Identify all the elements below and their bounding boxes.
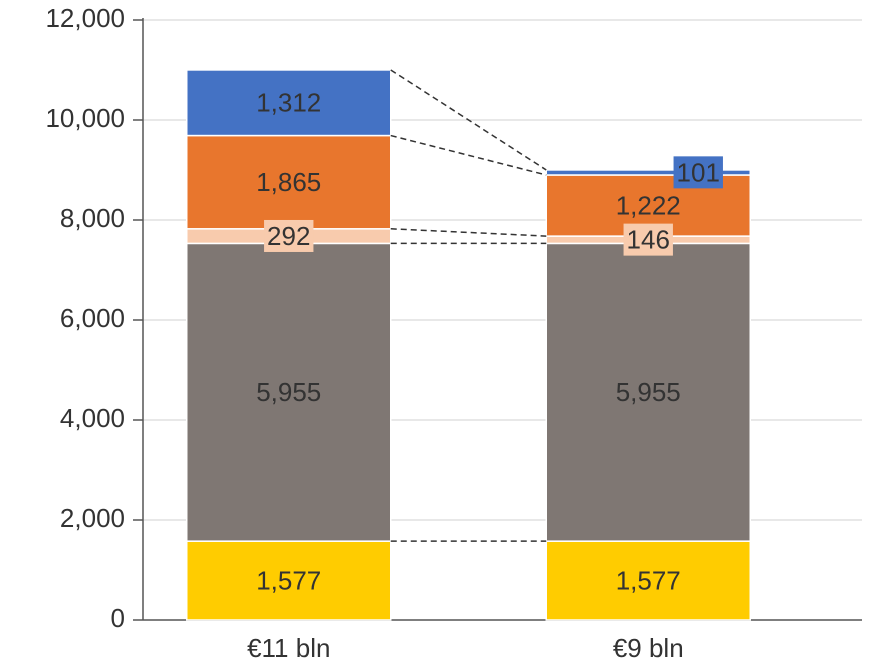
value-label-box: [673, 156, 723, 189]
y-tick-label: 12,000: [45, 3, 125, 33]
value-label: 1,312: [256, 88, 321, 118]
value-label: 1,865: [256, 167, 321, 197]
value-label: 5,955: [256, 377, 321, 407]
value-label: 1,222: [616, 190, 681, 220]
value-label: 1,577: [616, 565, 681, 595]
bar-segment: [545, 540, 751, 621]
connector: [390, 228, 547, 237]
bar-segment: [186, 69, 392, 137]
value-label-box: [623, 223, 673, 256]
y-tick-label: 6,000: [60, 303, 125, 333]
connector: [390, 134, 547, 176]
value-label: 5,955: [616, 377, 681, 407]
y-tick-label: 8,000: [60, 203, 125, 233]
x-tick-label: €9 bln: [613, 633, 684, 663]
y-tick-label: 4,000: [60, 403, 125, 433]
connector: [390, 69, 547, 171]
value-label-box: [264, 219, 314, 252]
y-tick-label: 2,000: [60, 503, 125, 533]
value-label: 1,577: [256, 565, 321, 595]
bar-segment: [545, 169, 751, 176]
bar-segment: [186, 540, 392, 621]
x-tick-label: €11 bln: [247, 633, 330, 663]
value-label: 292: [267, 221, 310, 251]
y-tick-label: 0: [111, 603, 125, 633]
bar-segment: [186, 242, 392, 542]
value-label: 146: [627, 225, 670, 255]
y-tick-label: 10,000: [45, 103, 125, 133]
value-label: 101: [677, 157, 720, 187]
bar-segment: [545, 242, 751, 542]
